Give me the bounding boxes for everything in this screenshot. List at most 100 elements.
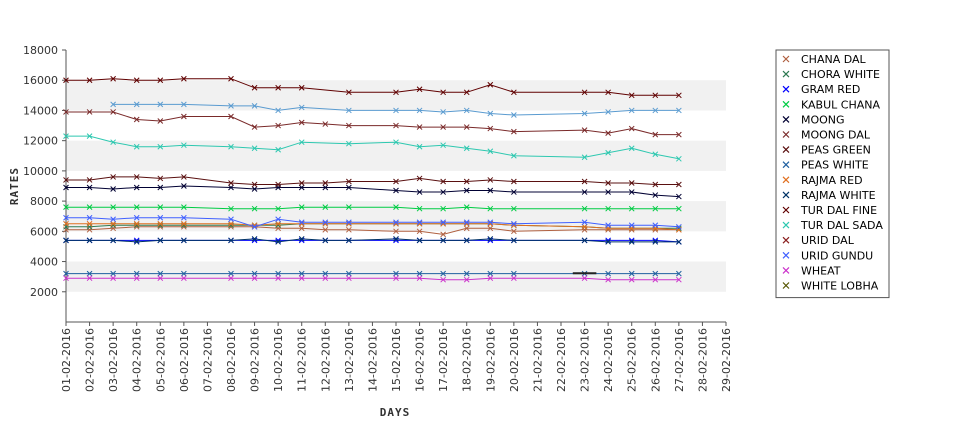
- data-point: [463, 270, 470, 277]
- data-point: [133, 220, 140, 227]
- data-point: [440, 142, 446, 149]
- series-line: [66, 185, 679, 198]
- x-tick-label: 17-02-2016: [437, 328, 450, 392]
- data-point: [275, 84, 281, 91]
- x-tick-label: 08-02-2016: [225, 328, 238, 392]
- data-point: [157, 204, 164, 211]
- legend-marker: [782, 176, 790, 184]
- data-point: [628, 107, 635, 114]
- series-moong: [63, 183, 682, 200]
- data-point: [63, 77, 69, 84]
- data-point: [463, 237, 470, 244]
- series-moong-dal: [63, 109, 682, 138]
- data-point: [605, 270, 611, 277]
- data-point: [298, 270, 305, 277]
- data-point: [676, 239, 682, 245]
- data-point: [628, 239, 635, 245]
- data-point: [511, 237, 517, 244]
- data-point: [393, 178, 399, 185]
- data-point: [628, 205, 635, 212]
- data-point: [463, 219, 470, 226]
- series-line: [113, 103, 679, 116]
- grid-band: [66, 140, 726, 171]
- data-point: [440, 189, 446, 195]
- x-tick-label: 18-02-2016: [461, 328, 474, 392]
- legend-label: WHITE LOBHA: [801, 280, 879, 293]
- data-point: [86, 133, 93, 139]
- x-tick-label: 09-02-2016: [249, 328, 262, 392]
- data-point: [181, 113, 187, 120]
- legend-label: TUR DAL SADA: [800, 219, 883, 232]
- data-point: [157, 175, 164, 182]
- legend-label: PEAS GREEN: [801, 144, 871, 157]
- data-point: [393, 187, 399, 194]
- data-point: [676, 92, 682, 99]
- data-point: [110, 237, 116, 244]
- data-point: [581, 275, 588, 282]
- legend-label: RAJMA WHITE: [801, 189, 876, 202]
- data-point: [322, 180, 329, 186]
- data-point: [322, 184, 329, 191]
- data-point: [228, 237, 234, 244]
- legend-label: TUR DAL FINE: [800, 204, 877, 217]
- data-point: [275, 122, 281, 129]
- data-point: [181, 101, 187, 108]
- data-point: [487, 270, 494, 277]
- data-point: [676, 181, 682, 188]
- data-point: [605, 130, 611, 136]
- x-tick-label: 14-02-2016: [366, 328, 379, 392]
- data-point: [676, 131, 682, 138]
- data-point: [133, 143, 140, 150]
- data-point: [110, 220, 116, 227]
- data-point: [393, 236, 399, 242]
- data-point: [110, 204, 116, 211]
- data-point: [157, 275, 164, 282]
- series-wheat: [63, 275, 682, 283]
- data-point: [86, 109, 93, 115]
- legend-label: RAJMA RED: [801, 174, 863, 187]
- data-point: [440, 109, 446, 115]
- data-point: [86, 220, 93, 227]
- data-point: [346, 178, 352, 185]
- data-point: [133, 184, 140, 191]
- data-point: [511, 178, 517, 185]
- data-point: [581, 205, 588, 212]
- x-tick-label: 01-02-2016: [60, 328, 73, 392]
- data-point: [157, 270, 164, 277]
- x-tick-label: 26-02-2016: [649, 328, 662, 392]
- data-point: [346, 275, 352, 282]
- data-point: [440, 276, 446, 283]
- data-point: [157, 220, 164, 227]
- data-point: [298, 204, 305, 211]
- data-point: [63, 109, 69, 115]
- data-point: [581, 223, 588, 230]
- data-point: [346, 270, 352, 277]
- data-point: [346, 107, 352, 114]
- legend-label: URID GUNDU: [801, 249, 873, 262]
- y-axis-title: RATES: [8, 167, 21, 205]
- data-point: [322, 226, 329, 233]
- data-point: [298, 139, 305, 146]
- legend-label: CHORA WHITE: [801, 68, 880, 81]
- legend-label: WHEAT: [801, 264, 841, 277]
- data-point: [275, 216, 281, 223]
- data-point: [251, 181, 258, 188]
- data-point: [511, 220, 517, 227]
- data-point: [416, 124, 423, 130]
- data-point: [628, 276, 635, 283]
- data-point: [676, 276, 682, 283]
- data-point: [487, 81, 494, 88]
- data-point: [393, 139, 399, 146]
- data-point: [511, 112, 517, 118]
- legend-marker: [782, 85, 790, 93]
- data-point: [416, 189, 423, 195]
- data-point: [676, 270, 682, 277]
- data-point: [228, 184, 234, 191]
- data-point: [86, 184, 93, 191]
- data-point: [298, 104, 305, 111]
- grid-band: [66, 80, 726, 111]
- data-point: [275, 270, 281, 277]
- legend-marker: [782, 55, 790, 63]
- data-point: [511, 228, 517, 235]
- x-tick-label: 22-02-2016: [555, 328, 568, 392]
